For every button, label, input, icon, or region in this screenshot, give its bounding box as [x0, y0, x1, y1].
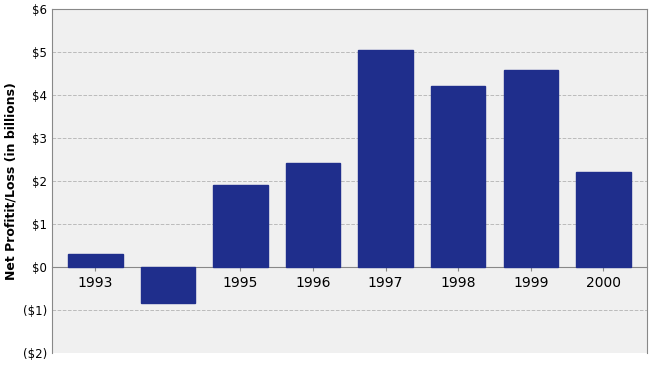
Bar — [214, 185, 268, 267]
Bar — [286, 163, 340, 267]
Bar — [141, 267, 195, 303]
Bar — [68, 254, 122, 267]
Bar — [576, 172, 631, 267]
Y-axis label: Net Profitit/Loss (in billions): Net Profitit/Loss (in billions) — [4, 82, 17, 280]
Bar — [503, 70, 558, 267]
Bar — [359, 50, 413, 267]
Bar — [431, 86, 486, 267]
